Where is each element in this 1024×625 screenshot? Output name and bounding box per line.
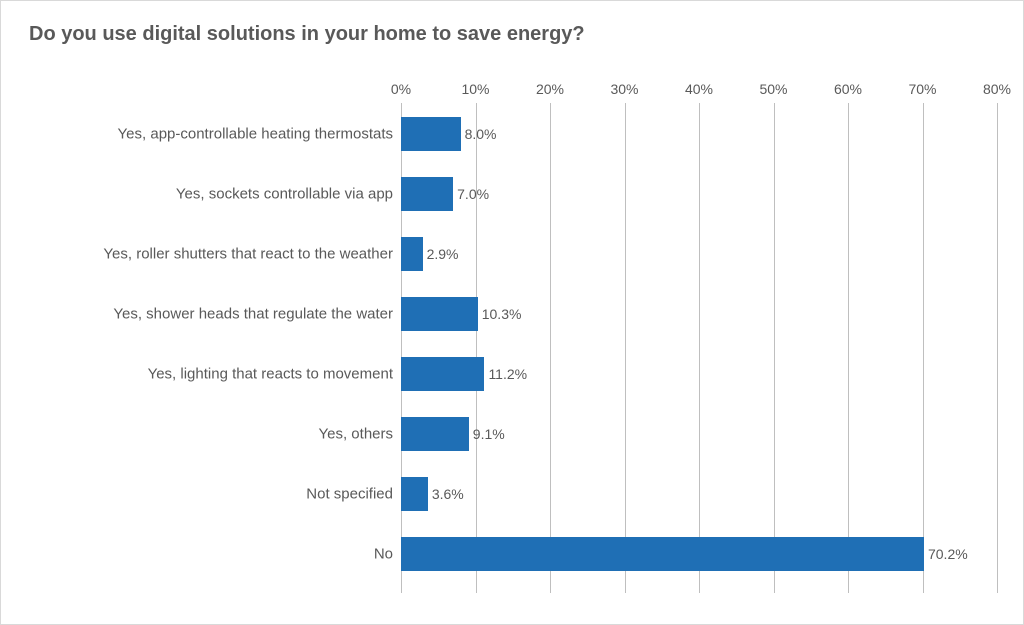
bar-row: Yes, others 9.1% [1, 417, 1024, 451]
bar-row: Not specified 3.6% [1, 477, 1024, 511]
x-tick-label: 70% [908, 81, 936, 97]
category-label: No [374, 546, 393, 563]
x-tick-label: 0% [391, 81, 411, 97]
value-label: 2.9% [427, 246, 459, 262]
bar-row: No 70.2% [1, 537, 1024, 571]
value-label: 8.0% [465, 126, 497, 142]
value-label: 3.6% [432, 486, 464, 502]
bar [401, 417, 469, 451]
value-label: 9.1% [473, 426, 505, 442]
value-label: 70.2% [928, 546, 968, 562]
bar-row: Yes, app-controllable heating thermostat… [1, 117, 1024, 151]
bar [401, 537, 924, 571]
value-label: 11.2% [488, 366, 527, 382]
category-label: Yes, others [319, 426, 394, 443]
chart-frame: { "chart": { "type": "bar-horizontal", "… [0, 0, 1024, 625]
bar-row: Yes, shower heads that regulate the wate… [1, 297, 1024, 331]
category-label: Yes, shower heads that regulate the wate… [113, 306, 393, 323]
bar-row: Yes, roller shutters that react to the w… [1, 237, 1024, 271]
x-tick-label: 10% [461, 81, 489, 97]
x-tick-label: 30% [610, 81, 638, 97]
bar [401, 117, 461, 151]
category-label: Yes, app-controllable heating thermostat… [118, 126, 393, 143]
bar [401, 237, 423, 271]
category-label: Yes, lighting that reacts to movement [148, 366, 393, 383]
bar-row: Yes, lighting that reacts to movement 11.… [1, 357, 1024, 391]
value-label: 10.3% [482, 306, 522, 322]
bar [401, 357, 484, 391]
value-label: 7.0% [457, 186, 489, 202]
x-tick-label: 80% [983, 81, 1011, 97]
bar [401, 177, 453, 211]
x-tick-label: 60% [834, 81, 862, 97]
x-tick-label: 40% [685, 81, 713, 97]
bar [401, 297, 478, 331]
plot-area: 0% 10% 20% 30% 40% 50% 60% 70% 80% Yes, app-contr… [1, 81, 1024, 601]
bar [401, 477, 428, 511]
chart-title: Do you use digital solutions in your hom… [29, 23, 585, 46]
x-tick-label: 50% [759, 81, 787, 97]
bar-row: Yes, sockets controllable via app 7.0% [1, 177, 1024, 211]
x-tick-label: 20% [536, 81, 564, 97]
category-label: Yes, roller shutters that react to the w… [103, 246, 393, 263]
category-label: Yes, sockets controllable via app [176, 186, 393, 203]
category-label: Not specified [306, 486, 393, 503]
